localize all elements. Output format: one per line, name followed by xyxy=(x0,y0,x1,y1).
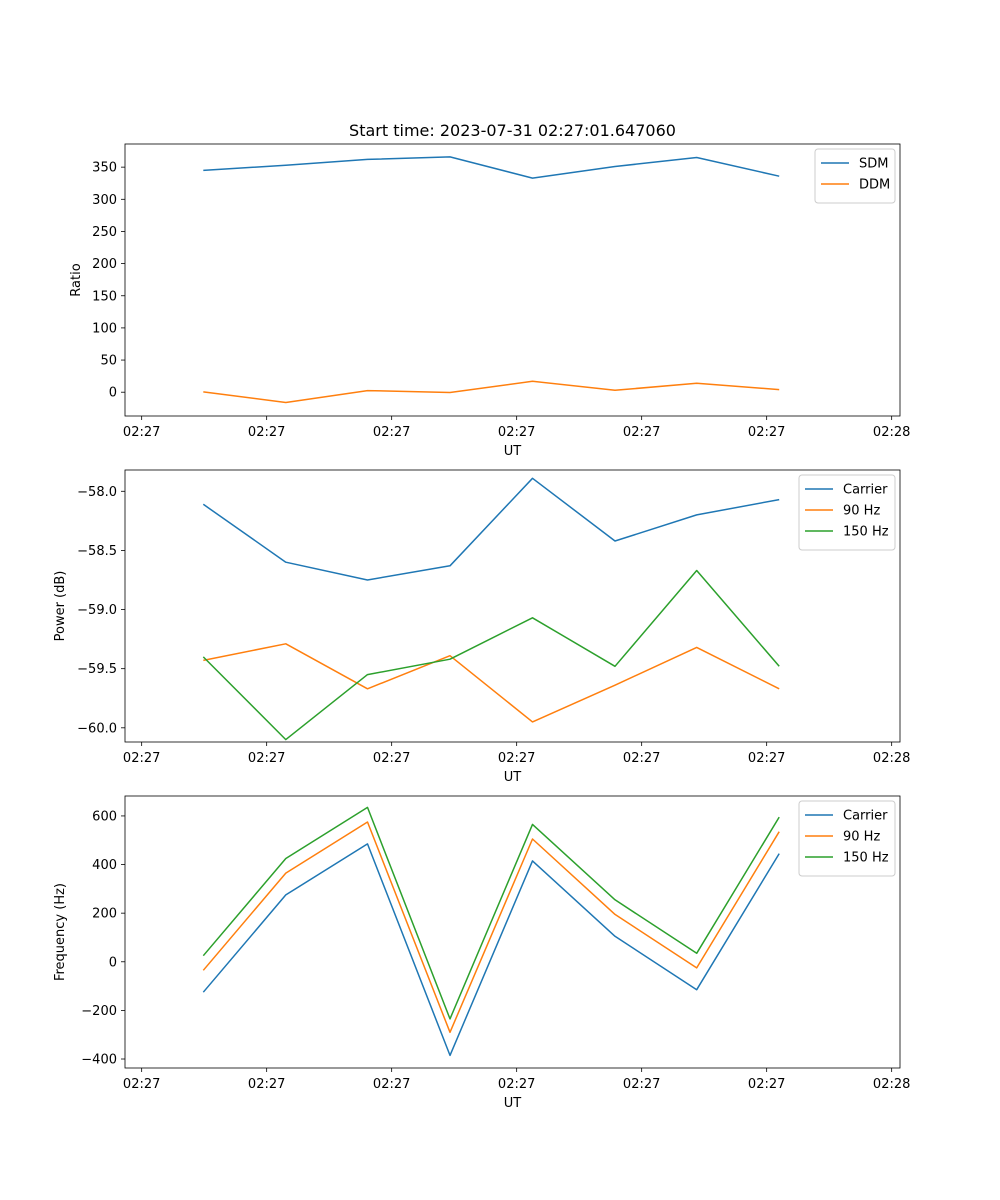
series-line-ddm xyxy=(203,380,780,404)
series-line-150-hz xyxy=(202,806,780,1020)
x-tick-label: 02:27 xyxy=(248,425,285,440)
x-tick-label: 02:27 xyxy=(623,425,660,440)
x-tick-label: 02:27 xyxy=(373,1077,410,1092)
y-tick-label: 350 xyxy=(92,161,117,176)
series-line-90-hz xyxy=(203,643,780,723)
y-tick-label: 600 xyxy=(92,809,117,824)
series-line-carrier xyxy=(202,477,780,581)
x-tick-label: 02:27 xyxy=(248,751,285,766)
y-tick-label: −400 xyxy=(81,1053,117,1068)
legend-label-150-hz: 150 Hz xyxy=(843,525,889,540)
legend-label-ddm: DDM xyxy=(859,178,890,193)
x-axis-label: UT xyxy=(504,444,522,459)
y-tick-label: 0 xyxy=(109,386,117,401)
series-line-carrier xyxy=(202,843,780,1057)
y-tick-label: 250 xyxy=(92,225,117,240)
series-line-150-hz xyxy=(202,569,780,741)
y-tick-label: 400 xyxy=(92,858,117,873)
legend: Carrier 90 Hz 150 Hz xyxy=(798,800,896,877)
axes-frame xyxy=(124,143,901,417)
chart-panel-2: 02:27 02:27 02:27 02:27 02:27 02:27 02:28 −60.0… xyxy=(53,469,910,785)
legend-label-90-hz: 90 Hz xyxy=(843,504,880,519)
series-line-90-hz xyxy=(202,821,780,1034)
x-tick-label: 02:27 xyxy=(748,751,785,766)
y-tick-label: −58.0 xyxy=(77,485,117,500)
y-tick-label: 150 xyxy=(92,289,117,304)
x-tick-label: 02:28 xyxy=(873,425,910,440)
x-tick-label: 02:27 xyxy=(248,1077,285,1092)
axes-frame xyxy=(124,469,901,743)
x-tick-label: 02:27 xyxy=(623,1077,660,1092)
y-tick-label: 0 xyxy=(109,955,117,970)
legend-label-150-hz: 150 Hz xyxy=(843,851,889,866)
legend-label-carrier: Carrier xyxy=(843,809,888,824)
legend: Carrier 90 Hz 150 Hz xyxy=(798,474,896,551)
x-axis-label: UT xyxy=(504,770,522,785)
x-tick-label: 02:27 xyxy=(498,751,535,766)
y-tick-label: 50 xyxy=(100,354,117,369)
legend-label-sdm: SDM xyxy=(859,157,888,172)
y-tick-label: 200 xyxy=(92,907,117,922)
x-tick-label: 02:27 xyxy=(123,1077,160,1092)
figure-title: Start time: 2023-07-31 02:27:01.647060 xyxy=(349,121,676,140)
axes-frame xyxy=(124,795,901,1069)
x-tick-label: 02:27 xyxy=(498,1077,535,1092)
chart-panel-3: 02:27 02:27 02:27 02:27 02:27 02:27 02:28 −400 −… xyxy=(53,795,910,1111)
y-axis-label: Power (dB) xyxy=(53,571,68,642)
legend: SDM DDM xyxy=(814,148,896,204)
x-tick-label: 02:28 xyxy=(873,1077,910,1092)
x-tick-label: 02:27 xyxy=(748,425,785,440)
y-axis-label: Ratio xyxy=(69,263,84,296)
x-tick-label: 02:27 xyxy=(498,425,535,440)
x-tick-label: 02:27 xyxy=(748,1077,785,1092)
y-tick-label: 300 xyxy=(92,193,117,208)
x-tick-label: 02:27 xyxy=(373,751,410,766)
y-tick-label: −60.0 xyxy=(77,721,117,736)
x-tick-label: 02:28 xyxy=(873,751,910,766)
y-tick-label: 100 xyxy=(92,321,117,336)
chart-panels: 02:27 02:27 02:27 02:27 02:27 02:27 02:28 0 50 10… xyxy=(53,143,910,1111)
x-tick-label: 02:27 xyxy=(123,425,160,440)
x-tick-label: 02:27 xyxy=(123,751,160,766)
y-tick-label: −59.5 xyxy=(77,662,117,677)
legend-label-carrier: Carrier xyxy=(843,483,888,498)
series-line-sdm xyxy=(203,156,780,179)
y-tick-label: −200 xyxy=(81,1004,117,1019)
x-axis-label: UT xyxy=(504,1096,522,1111)
y-tick-label: −59.0 xyxy=(77,603,117,618)
y-axis-label: Frequency (Hz) xyxy=(53,883,68,981)
legend-label-90-hz: 90 Hz xyxy=(843,830,880,845)
x-tick-label: 02:27 xyxy=(373,425,410,440)
y-tick-label: −58.5 xyxy=(77,544,117,559)
y-tick-label: 200 xyxy=(92,257,117,272)
chart-panel-1: 02:27 02:27 02:27 02:27 02:27 02:27 02:28 0 50 10… xyxy=(69,143,910,459)
x-tick-label: 02:27 xyxy=(623,751,660,766)
